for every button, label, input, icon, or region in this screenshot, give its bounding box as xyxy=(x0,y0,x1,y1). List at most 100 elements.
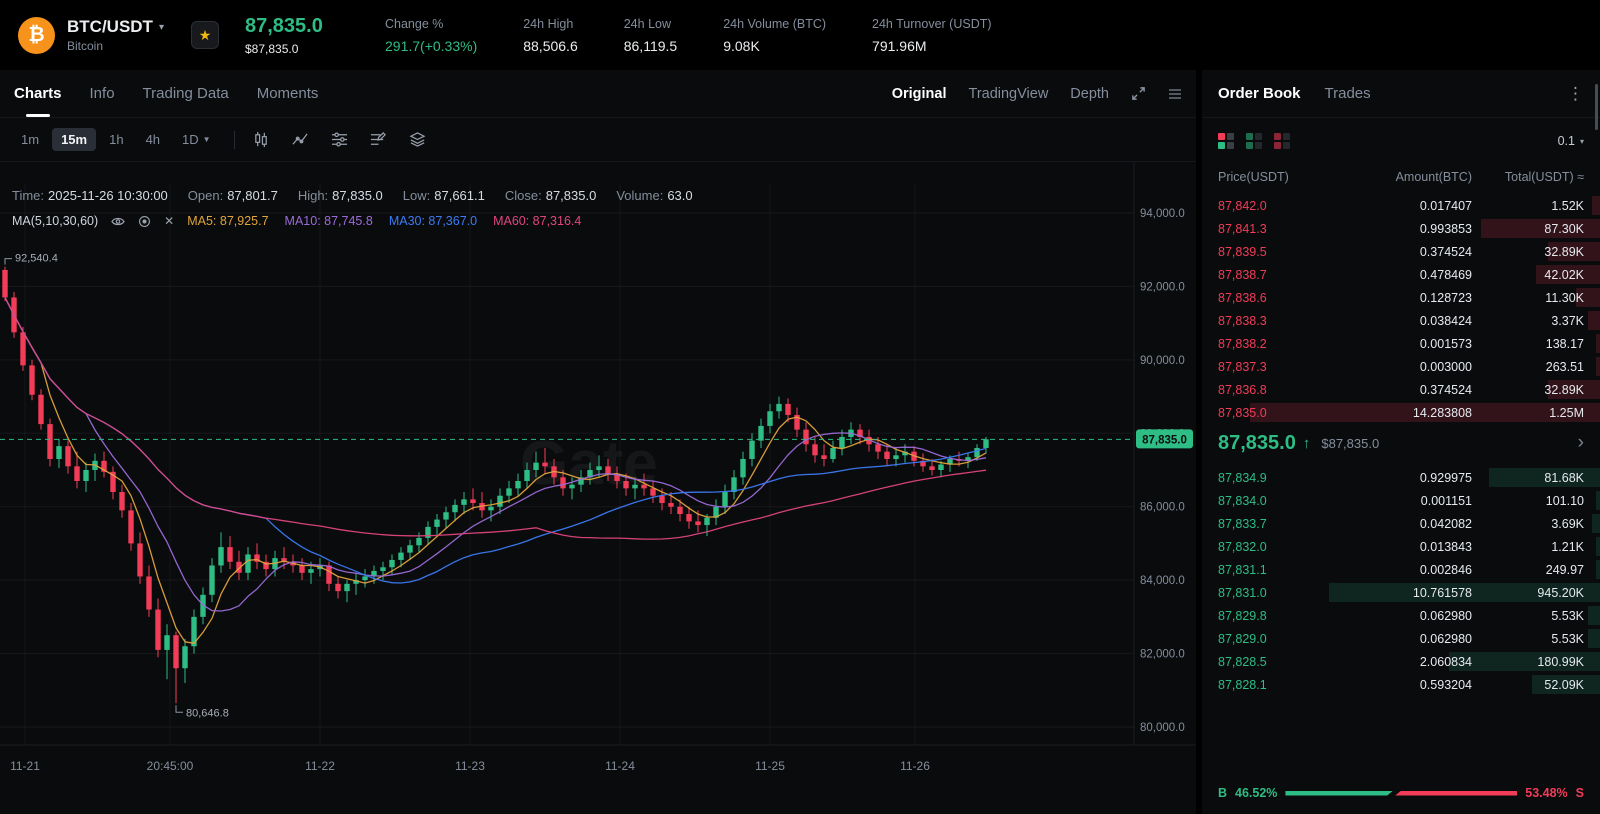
bid-row[interactable]: 87,828.5 2.060834 180.99K xyxy=(1202,650,1600,673)
ob-price: 87,838.3 xyxy=(1218,313,1267,328)
ask-row[interactable]: 87,838.2 0.001573 138.17 xyxy=(1202,332,1600,355)
ohlc-value: 87,661.1 xyxy=(434,188,485,203)
timeframe-4h[interactable]: 4h xyxy=(145,132,161,147)
ob-tab-order-book[interactable]: Order Book xyxy=(1218,85,1301,102)
ma-value: MA60: 87,316.4 xyxy=(493,214,582,228)
ob-total: 249.97 xyxy=(1545,562,1584,577)
chart-canvas[interactable]: 94,000.092,000.090,000.088,000.086,000.0… xyxy=(0,162,1196,814)
ask-row[interactable]: 87,836.8 0.374524 32.89K xyxy=(1202,378,1600,401)
tab-charts[interactable]: Charts xyxy=(14,70,62,117)
ob-amount: 0.374524 xyxy=(1419,382,1472,397)
stat-label: 24h Volume (BTC) xyxy=(723,16,827,31)
ask-row[interactable]: 87,842.0 0.017407 1.52K xyxy=(1202,194,1600,217)
timeframe-1d[interactable]: 1D ▼ xyxy=(182,132,211,147)
bid-row[interactable]: 87,834.9 0.929975 81.68K xyxy=(1202,466,1600,489)
ratio-bar xyxy=(1285,790,1518,796)
order-book-header: Order Book Trades ⋮ xyxy=(1202,70,1600,118)
bid-row[interactable]: 87,833.7 0.042082 3.69K xyxy=(1202,512,1600,535)
scrollbar-thumb[interactable] xyxy=(1595,84,1598,130)
layers-icon[interactable] xyxy=(409,131,426,148)
tab-trading-data[interactable]: Trading Data xyxy=(142,85,229,102)
ob-header-icons: ⋮ xyxy=(1567,84,1584,104)
depth-bar xyxy=(1249,403,1600,422)
ohlc-value: 87,835.0 xyxy=(545,188,597,203)
ob-amount: 0.929975 xyxy=(1419,470,1472,485)
indicators-icon[interactable] xyxy=(292,131,309,148)
ob-amount: 0.038424 xyxy=(1419,313,1472,328)
ob-mid-price-row[interactable]: 87,835.0 ↑ $87,835.0 › xyxy=(1202,424,1600,462)
ask-row[interactable]: 87,838.6 0.128723 11.30K xyxy=(1202,286,1600,309)
pair-selector[interactable]: BTC/USDT ▾ xyxy=(67,17,185,37)
ob-price: 87,838.6 xyxy=(1218,290,1267,305)
settings-sliders-icon[interactable] xyxy=(331,131,348,148)
sell-percent: 53.48% xyxy=(1525,786,1568,800)
ob-tab-trades[interactable]: Trades xyxy=(1324,85,1371,102)
ask-row[interactable]: 87,838.3 0.038424 3.37K xyxy=(1202,309,1600,332)
ob-amount: 0.017407 xyxy=(1419,198,1472,213)
ask-row[interactable]: 87,837.3 0.003000 263.51 xyxy=(1202,355,1600,378)
svg-text:80,646.8: 80,646.8 xyxy=(186,707,229,719)
svg-text:80,000.0: 80,000.0 xyxy=(1140,722,1185,734)
ma-settings-icon[interactable] xyxy=(138,215,151,228)
ohlc-label: Open: xyxy=(187,188,224,203)
last-price: 87,835.0 xyxy=(245,14,323,37)
compare-list-icon[interactable] xyxy=(370,131,387,148)
bid-row[interactable]: 87,829.8 0.062980 5.53K xyxy=(1202,604,1600,627)
bid-row[interactable]: 87,828.1 0.593204 52.09K xyxy=(1202,673,1600,696)
fullscreen-expand-icon[interactable] xyxy=(1131,86,1146,101)
pair-subtitle: Bitcoin xyxy=(67,39,104,53)
chart-toolbar-icons xyxy=(253,131,426,148)
bid-row[interactable]: 87,829.0 0.062980 5.53K xyxy=(1202,627,1600,650)
timeframe-bar: 1m 15m 1h 4h 1D ▼ xyxy=(12,128,220,151)
view-asks-only-icon[interactable] xyxy=(1274,133,1290,149)
bid-row[interactable]: 87,834.0 0.001151 101.10 xyxy=(1202,489,1600,512)
ma-value: MA10: 87,745.8 xyxy=(284,214,373,228)
last-price-block: 87,835.0 $87,835.0 xyxy=(245,15,363,56)
depth-bar xyxy=(1532,675,1600,694)
ticker-stat: Change % 291.7(+0.33%) xyxy=(385,17,477,54)
ob-total: 42.02K xyxy=(1544,267,1584,282)
ob-price: 87,834.9 xyxy=(1218,470,1267,485)
btc-coin-icon: ₿ xyxy=(18,16,55,54)
depth-bar xyxy=(1588,629,1600,648)
candlestick-chart[interactable]: Time: 2025-11-26 10:30:00 Open: 87,801.7 Hig… xyxy=(0,162,1196,814)
chart-style-icon[interactable] xyxy=(253,131,270,148)
bid-row[interactable]: 87,832.0 0.013843 1.21K xyxy=(1202,535,1600,558)
panel-menu-icon[interactable] xyxy=(1168,88,1182,100)
svg-text:84,000.0: 84,000.0 xyxy=(1140,575,1185,587)
ob-total: 5.53K xyxy=(1551,631,1584,646)
bid-row[interactable]: 87,831.0 10.761578 945.20K xyxy=(1202,581,1600,604)
timeframe-1h[interactable]: 1h xyxy=(109,132,124,147)
ask-row[interactable]: 87,838.7 0.478469 42.02K xyxy=(1202,263,1600,286)
view-both-sides-icon[interactable] xyxy=(1218,133,1234,149)
ask-row[interactable]: 87,839.5 0.374524 32.89K xyxy=(1202,240,1600,263)
more-options-icon[interactable]: ⋮ xyxy=(1567,83,1584,103)
view-tab-original[interactable]: Original xyxy=(891,85,947,102)
ob-total: 81.68K xyxy=(1544,470,1584,485)
timeframe-15m[interactable]: 15m xyxy=(52,128,97,151)
eye-icon[interactable] xyxy=(111,216,125,227)
tab-moments[interactable]: Moments xyxy=(256,85,319,102)
main-layout: Charts Info Trading Data Moments Original Tr… xyxy=(0,70,1600,814)
bid-row[interactable]: 87,831.1 0.002846 249.97 xyxy=(1202,558,1600,581)
ask-row[interactable]: 87,841.3 0.993853 87.30K xyxy=(1202,217,1600,240)
timeframe-1m[interactable]: 1m xyxy=(21,132,40,147)
precision-dropdown[interactable]: 0.1 ▾ xyxy=(1558,134,1584,148)
favorite-star-button[interactable]: ★ xyxy=(191,21,219,49)
ma-close-icon[interactable]: ✕ xyxy=(164,214,175,228)
pair-block: BTC/USDT ▾ Bitcoin xyxy=(67,17,185,53)
ob-amount: 0.001573 xyxy=(1419,336,1472,351)
view-tab-depth[interactable]: Depth xyxy=(1070,85,1109,102)
chevron-right-icon[interactable]: › xyxy=(1577,432,1584,453)
depth-bar xyxy=(1596,334,1600,353)
view-tab-tradingview[interactable]: TradingView xyxy=(968,85,1049,102)
svg-text:87,835.0: 87,835.0 xyxy=(1142,434,1187,446)
ask-row[interactable]: 87,835.0 14.283808 1.25M xyxy=(1202,401,1600,424)
ob-amount: 14.283808 xyxy=(1412,405,1472,420)
tab-info[interactable]: Info xyxy=(89,85,115,102)
chart-view-tabs: Original TradingView Depth xyxy=(892,86,1109,102)
ohlc-value: 87,835.0 xyxy=(332,188,383,203)
ob-total: 101.10 xyxy=(1545,493,1584,508)
depth-bar xyxy=(1329,583,1600,602)
view-bids-only-icon[interactable] xyxy=(1246,133,1262,149)
